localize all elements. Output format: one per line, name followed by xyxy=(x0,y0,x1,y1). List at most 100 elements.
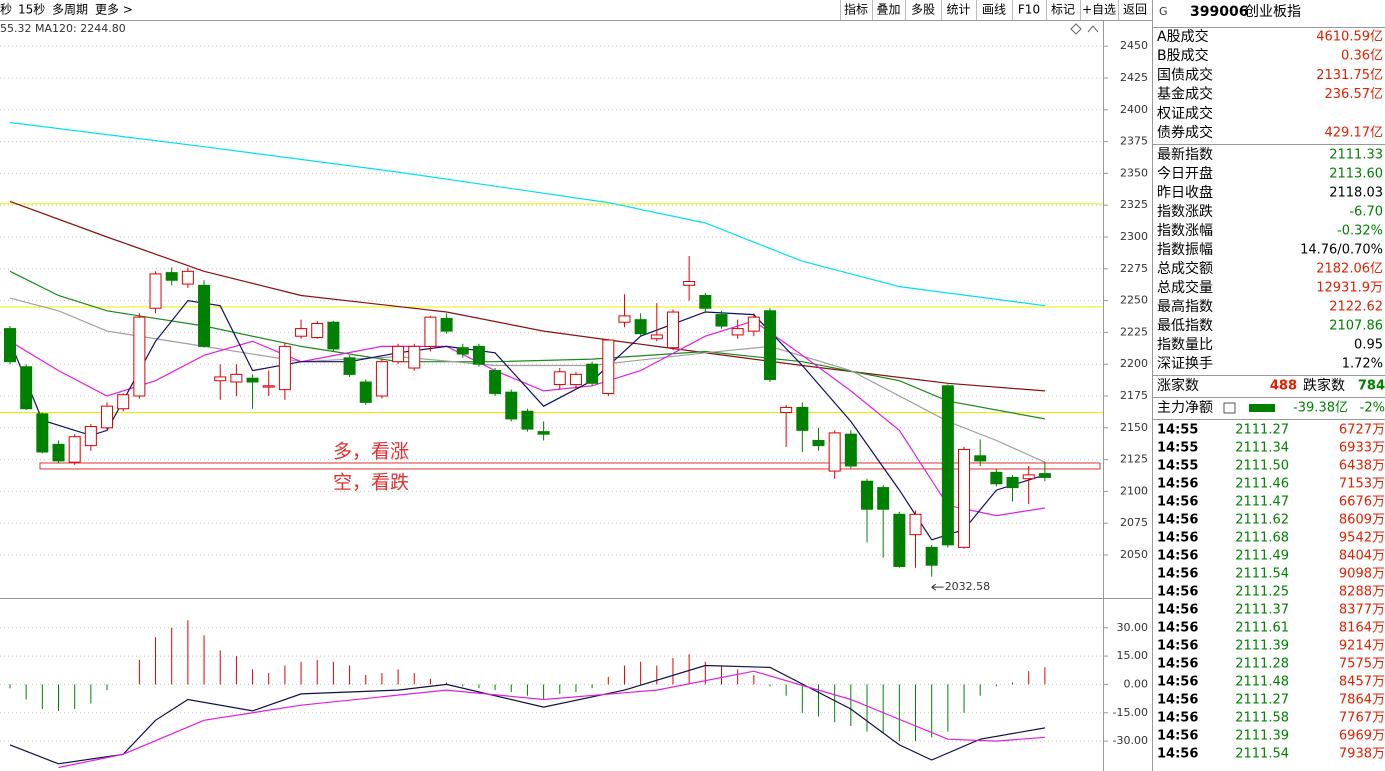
toolbar-item[interactable]: 秒 xyxy=(0,3,12,17)
candle-body xyxy=(1038,473,1051,478)
trade-time: 14:56 xyxy=(1157,513,1198,528)
trade-volume: 8609万 xyxy=(1339,513,1385,528)
trade-time: 14:56 xyxy=(1157,585,1198,600)
trade-volume: 8457万 xyxy=(1339,675,1385,690)
trade-price: 2111.46 xyxy=(1235,477,1289,492)
candle-body xyxy=(537,431,550,435)
toolbar-item[interactable]: 15秒 xyxy=(18,3,45,17)
stat-value: 1.72% xyxy=(1342,357,1383,372)
y-tick-label: 2100 xyxy=(1120,484,1148,497)
stat-label: 总成交额 xyxy=(1157,260,1213,277)
y-tick-label: 2075 xyxy=(1120,516,1148,529)
stat-label: 国债成交 xyxy=(1157,66,1213,83)
candle-body xyxy=(650,334,663,340)
stat-label: 最低指数 xyxy=(1157,318,1213,334)
trade-time: 14:56 xyxy=(1157,729,1198,744)
trade-price: 2111.37 xyxy=(1235,603,1289,618)
index-code: 399006 xyxy=(1190,4,1248,20)
low-label: 2032.58 xyxy=(945,580,991,593)
trade-price: 2111.25 xyxy=(1235,585,1289,600)
stat-label: 今日开盘 xyxy=(1157,165,1213,182)
stat-label: 最高指数 xyxy=(1157,298,1213,315)
stat-value: 2122.62 xyxy=(1329,300,1383,315)
annotation: 空，看跌 xyxy=(333,472,409,494)
candle-body xyxy=(262,385,275,388)
badge: G xyxy=(1159,5,1168,18)
candle-body xyxy=(133,316,146,397)
candle-body xyxy=(52,443,65,462)
candle-body xyxy=(505,391,518,420)
stat-value: 2182.06亿 xyxy=(1316,262,1383,277)
y-tick-label: 2050 xyxy=(1120,548,1148,561)
toolbar-button[interactable]: 标记 xyxy=(1051,3,1075,17)
trade-volume: 9098万 xyxy=(1339,567,1385,582)
low-arrow xyxy=(931,583,944,591)
stat-value: 0.95 xyxy=(1354,338,1383,353)
stat-value: 0.36亿 xyxy=(1341,49,1383,64)
trade-time: 14:56 xyxy=(1157,549,1198,564)
pane-icons xyxy=(1070,23,1099,35)
candle-body xyxy=(909,513,922,536)
flow-bar xyxy=(1249,404,1275,412)
stat-label: 指数量比 xyxy=(1157,337,1213,353)
candle-body xyxy=(521,410,534,430)
candle-body xyxy=(278,345,291,391)
indicator-label: MA120: 2244.80 xyxy=(35,22,126,35)
trade-time: 14:56 xyxy=(1157,747,1198,762)
toolbar-button[interactable]: 多股 xyxy=(911,3,935,17)
indicator-line xyxy=(58,670,1045,769)
candle-body xyxy=(941,385,954,546)
candle-body xyxy=(844,433,857,467)
trade-time: 14:56 xyxy=(1157,639,1198,654)
toolbar-button[interactable]: 指标 xyxy=(844,2,868,17)
toolbar-button[interactable]: +自选 xyxy=(1082,3,1116,17)
candle-body xyxy=(699,295,712,309)
candle-body xyxy=(715,314,728,327)
candle-body xyxy=(375,361,388,397)
candle-body xyxy=(569,373,582,386)
trade-price: 2111.50 xyxy=(1235,459,1289,474)
candle-body xyxy=(230,373,243,383)
trade-time: 14:56 xyxy=(1157,477,1198,492)
trade-price: 2111.68 xyxy=(1235,531,1289,546)
candle-body xyxy=(246,377,259,383)
toolbar-button[interactable]: 返回 xyxy=(1123,3,1147,17)
y-tick-label: 2125 xyxy=(1120,453,1148,466)
stat-value: 2131.75亿 xyxy=(1316,68,1383,83)
trade-price: 2111.28 xyxy=(1235,657,1289,672)
trade-volume: 9214万 xyxy=(1339,639,1385,654)
toolbar-button[interactable]: 叠加 xyxy=(876,3,900,17)
toolbar-button[interactable]: 画线 xyxy=(982,3,1006,17)
trade-time: 14:56 xyxy=(1157,567,1198,582)
toolbar-button[interactable]: 统计 xyxy=(946,3,970,17)
toolbar-button[interactable]: F10 xyxy=(1018,3,1040,17)
flow-pct: -2% xyxy=(1360,401,1385,416)
candle-body xyxy=(84,426,97,447)
stat-label: 权证成交 xyxy=(1157,105,1213,122)
annotation: 多，看涨 xyxy=(333,441,409,463)
y-tick-label: 2300 xyxy=(1120,230,1148,243)
indicator-line xyxy=(9,297,1046,463)
candle-body xyxy=(327,321,340,350)
candle-body xyxy=(877,487,890,510)
y-tick-label: 2450 xyxy=(1120,39,1148,52)
y-tick-label: 15.00 xyxy=(1117,649,1149,662)
y-tick-label: 2325 xyxy=(1120,198,1148,211)
trade-price: 2111.39 xyxy=(1235,729,1289,744)
stat-value: 429.17亿 xyxy=(1325,126,1384,141)
candle-body xyxy=(343,357,356,375)
candle-body xyxy=(489,370,502,394)
indicator-line xyxy=(9,200,1045,392)
candle-body xyxy=(408,345,421,369)
candle-body xyxy=(1006,476,1019,489)
candle-body xyxy=(780,406,793,414)
trade-time: 14:56 xyxy=(1157,675,1198,690)
flow-value: -39.38亿 xyxy=(1293,401,1348,416)
candle-body xyxy=(731,328,744,336)
candle-body xyxy=(68,436,81,463)
toolbar-item[interactable]: 多周期 xyxy=(52,3,88,17)
candle-body xyxy=(311,322,324,338)
trade-volume: 6969万 xyxy=(1339,729,1385,744)
trade-price: 2111.54 xyxy=(1235,567,1289,582)
toolbar-item[interactable]: 更多 > xyxy=(95,3,133,17)
